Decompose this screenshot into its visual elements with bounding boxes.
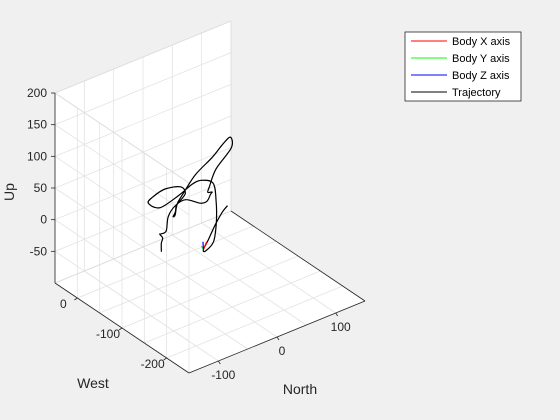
y-axis-title: West [77, 375, 109, 391]
z-axis-title: Up [1, 183, 17, 201]
z-tick-label: -50 [30, 244, 48, 258]
series-layer [147, 136, 234, 253]
grid-line-left-z [54, 124, 190, 215]
x-tick-mark [276, 336, 280, 341]
z-tick-label: 150 [27, 118, 47, 132]
legend-box [404, 31, 522, 102]
tick-labels: -100 0 100 -200 -100 0 -50 0 50 100 150 200 [27, 86, 351, 382]
pane-edge [54, 210, 232, 284]
z-tick-label: 100 [27, 149, 47, 163]
grid-line-left-z [54, 156, 190, 247]
z-tick-label: 200 [27, 86, 47, 100]
legend-label: Body Y axis [452, 53, 510, 65]
pane-edge [54, 20, 232, 94]
grid-line-left-z [54, 251, 190, 342]
grid-line-left-z [54, 187, 190, 279]
body-axes-layer [201, 241, 208, 250]
plot-3d-axes: -100 0 100 -200 -100 0 -50 0 50 100 150 200 [27, 20, 366, 382]
x-tick-label: -100 [211, 368, 235, 382]
y-tick-label: -200 [141, 357, 165, 371]
pane-edge [54, 92, 190, 184]
x-tick-label: 100 [331, 320, 351, 334]
y-tick-label: -100 [96, 327, 120, 341]
legend-label: Body X axis [452, 36, 511, 48]
x-tick-mark [218, 360, 221, 365]
y-tick-mark [74, 297, 78, 301]
grid-line-floor-y [166, 285, 343, 359]
legend-label: Trajectory [452, 87, 501, 99]
legend[interactable]: Body X axis Body Y axis Body Z axis Traject… [404, 31, 522, 102]
z-tick-label: 0 [40, 213, 47, 227]
tick-marks [51, 92, 338, 365]
y-tick-mark [163, 357, 167, 361]
x-tick-mark [335, 312, 338, 317]
legend-label: Body Z axis [452, 70, 510, 82]
trajectory-line [147, 136, 234, 253]
grid-line-left-z [54, 219, 190, 310]
y-tick-label: 0 [60, 297, 67, 311]
x-tick-label: 0 [279, 344, 286, 358]
y-tick-mark [118, 327, 123, 331]
z-tick-label: 50 [34, 181, 48, 195]
body-axis-vector [202, 241, 208, 250]
legend-items: Body X axis Body Y axis Body Z axis Traject… [411, 36, 511, 99]
x-axis-far-line [230, 210, 366, 302]
x-axis-title: North [283, 381, 317, 397]
